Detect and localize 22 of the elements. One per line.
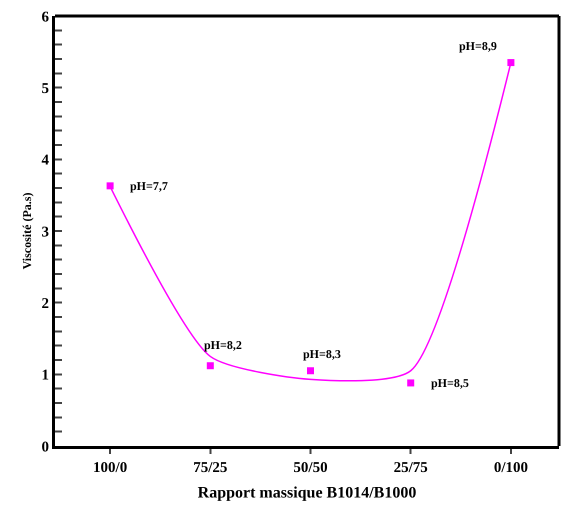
y-tick-label: 0 xyxy=(42,439,49,456)
annotation: pH=8,3 xyxy=(303,347,341,361)
x-tick-label: 75/25 xyxy=(193,460,228,476)
y-axis-title: Viscosité (Pa.s) xyxy=(20,192,34,270)
y-tick-label: 3 xyxy=(42,224,49,240)
annotation: pH=8,5 xyxy=(431,376,469,390)
y-tick-label: 2 xyxy=(42,296,49,312)
annotation: pH=8,9 xyxy=(459,39,497,53)
annotation: pH=8,2 xyxy=(204,338,242,352)
y-tick-label: 5 xyxy=(42,80,49,97)
y-tick-label: 1 xyxy=(42,368,49,384)
y-tick-label: 4 xyxy=(42,152,50,169)
point xyxy=(206,362,214,370)
x-tick-label: 25/75 xyxy=(394,460,428,476)
y-tick-label: 6 xyxy=(42,9,50,26)
point xyxy=(407,379,414,386)
x-tick-label: 0/100 xyxy=(494,460,528,476)
point xyxy=(307,367,314,374)
x-tick-label: 100/0 xyxy=(93,460,128,476)
x-axis-title: Rapport massique B1014/B1000 xyxy=(198,484,416,502)
annotation: pH=7,7 xyxy=(130,179,168,193)
x-tick-label: 50/50 xyxy=(293,460,328,476)
